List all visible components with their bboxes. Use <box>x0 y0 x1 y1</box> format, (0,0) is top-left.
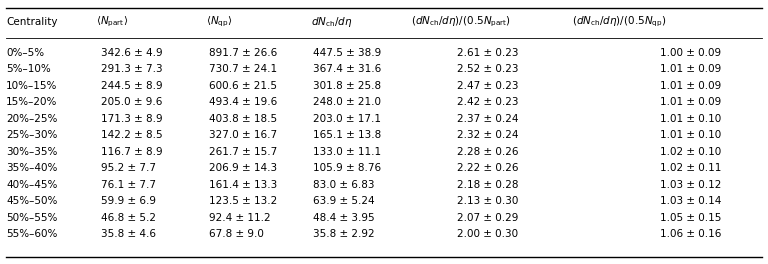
Text: 493.4 ± 19.6: 493.4 ± 19.6 <box>209 97 277 107</box>
Text: 205.0 ± 9.6: 205.0 ± 9.6 <box>101 97 163 107</box>
Text: 730.7 ± 24.1: 730.7 ± 24.1 <box>209 64 277 74</box>
Text: 1.02 ± 0.10: 1.02 ± 0.10 <box>660 147 722 157</box>
Text: 1.02 ± 0.11: 1.02 ± 0.11 <box>660 163 722 173</box>
Text: 63.9 ± 5.24: 63.9 ± 5.24 <box>313 196 375 206</box>
Text: 1.01 ± 0.10: 1.01 ± 0.10 <box>660 114 722 124</box>
Text: 2.18 ± 0.28: 2.18 ± 0.28 <box>457 180 518 190</box>
Text: 2.47 ± 0.23: 2.47 ± 0.23 <box>457 81 518 91</box>
Text: 342.6 ± 4.9: 342.6 ± 4.9 <box>101 48 163 58</box>
Text: 1.01 ± 0.10: 1.01 ± 0.10 <box>660 130 722 140</box>
Text: 48.4 ± 3.95: 48.4 ± 3.95 <box>313 213 375 223</box>
Text: 891.7 ± 26.6: 891.7 ± 26.6 <box>209 48 277 58</box>
Text: 40%–45%: 40%–45% <box>6 180 58 190</box>
Text: 35.8 ± 2.92: 35.8 ± 2.92 <box>313 229 375 239</box>
Text: 50%–55%: 50%–55% <box>6 213 58 223</box>
Text: 1.06 ± 0.16: 1.06 ± 0.16 <box>660 229 722 239</box>
Text: 244.5 ± 8.9: 244.5 ± 8.9 <box>101 81 163 91</box>
Text: 83.0 ± 6.83: 83.0 ± 6.83 <box>313 180 375 190</box>
Text: 165.1 ± 13.8: 165.1 ± 13.8 <box>313 130 382 140</box>
Text: 203.0 ± 17.1: 203.0 ± 17.1 <box>313 114 382 124</box>
Text: 2.00 ± 0.30: 2.00 ± 0.30 <box>457 229 518 239</box>
Text: 45%–50%: 45%–50% <box>6 196 58 206</box>
Text: 600.6 ± 21.5: 600.6 ± 21.5 <box>209 81 277 91</box>
Text: 367.4 ± 31.6: 367.4 ± 31.6 <box>313 64 382 74</box>
Text: 15%–20%: 15%–20% <box>6 97 58 107</box>
Text: 1.00 ± 0.09: 1.00 ± 0.09 <box>660 48 722 58</box>
Text: 55%–60%: 55%–60% <box>6 229 58 239</box>
Text: 92.4 ± 11.2: 92.4 ± 11.2 <box>209 213 270 223</box>
Text: 206.9 ± 14.3: 206.9 ± 14.3 <box>209 163 277 173</box>
Text: $(dN_{\mathrm{ch}}/d\eta)/(0.5N_{\mathrm{qp}})$: $(dN_{\mathrm{ch}}/d\eta)/(0.5N_{\mathrm… <box>572 15 667 29</box>
Text: $(dN_{\mathrm{ch}}/d\eta)/(0.5N_{\mathrm{part}})$: $(dN_{\mathrm{ch}}/d\eta)/(0.5N_{\mathrm… <box>411 15 511 29</box>
Text: 35.8 ± 4.6: 35.8 ± 4.6 <box>101 229 157 239</box>
Text: 2.22 ± 0.26: 2.22 ± 0.26 <box>457 163 518 173</box>
Text: 327.0 ± 16.7: 327.0 ± 16.7 <box>209 130 277 140</box>
Text: 1.05 ± 0.15: 1.05 ± 0.15 <box>660 213 722 223</box>
Text: 261.7 ± 15.7: 261.7 ± 15.7 <box>209 147 277 157</box>
Text: 133.0 ± 11.1: 133.0 ± 11.1 <box>313 147 382 157</box>
Text: 403.8 ± 18.5: 403.8 ± 18.5 <box>209 114 277 124</box>
Text: 1.01 ± 0.09: 1.01 ± 0.09 <box>660 81 722 91</box>
Text: 10%–15%: 10%–15% <box>6 81 58 91</box>
Text: 95.2 ± 7.7: 95.2 ± 7.7 <box>101 163 157 173</box>
Text: $\langle N_{\mathrm{part}} \rangle$: $\langle N_{\mathrm{part}} \rangle$ <box>96 15 128 29</box>
Text: 35%–40%: 35%–40% <box>6 163 58 173</box>
Text: 2.42 ± 0.23: 2.42 ± 0.23 <box>457 97 518 107</box>
Text: Centrality: Centrality <box>6 17 58 27</box>
Text: 30%–35%: 30%–35% <box>6 147 58 157</box>
Text: 2.13 ± 0.30: 2.13 ± 0.30 <box>457 196 518 206</box>
Text: 25%–30%: 25%–30% <box>6 130 58 140</box>
Text: 0%–5%: 0%–5% <box>6 48 45 58</box>
Text: 2.32 ± 0.24: 2.32 ± 0.24 <box>457 130 518 140</box>
Text: 105.9 ± 8.76: 105.9 ± 8.76 <box>313 163 382 173</box>
Text: 447.5 ± 38.9: 447.5 ± 38.9 <box>313 48 382 58</box>
Text: $dN_{\mathrm{ch}}/d\eta$: $dN_{\mathrm{ch}}/d\eta$ <box>311 15 353 29</box>
Text: 2.28 ± 0.26: 2.28 ± 0.26 <box>457 147 518 157</box>
Text: 116.7 ± 8.9: 116.7 ± 8.9 <box>101 147 163 157</box>
Text: 2.37 ± 0.24: 2.37 ± 0.24 <box>457 114 518 124</box>
Text: 2.52 ± 0.23: 2.52 ± 0.23 <box>457 64 518 74</box>
Text: 46.8 ± 5.2: 46.8 ± 5.2 <box>101 213 157 223</box>
Text: 248.0 ± 21.0: 248.0 ± 21.0 <box>313 97 382 107</box>
Text: 1.03 ± 0.14: 1.03 ± 0.14 <box>660 196 722 206</box>
Text: 161.4 ± 13.3: 161.4 ± 13.3 <box>209 180 277 190</box>
Text: 59.9 ± 6.9: 59.9 ± 6.9 <box>101 196 157 206</box>
Text: $\langle N_{\mathrm{qp}} \rangle$: $\langle N_{\mathrm{qp}} \rangle$ <box>206 15 232 29</box>
Text: 5%–10%: 5%–10% <box>6 64 51 74</box>
Text: 2.07 ± 0.29: 2.07 ± 0.29 <box>457 213 518 223</box>
Text: 171.3 ± 8.9: 171.3 ± 8.9 <box>101 114 163 124</box>
Text: 76.1 ± 7.7: 76.1 ± 7.7 <box>101 180 157 190</box>
Text: 1.01 ± 0.09: 1.01 ± 0.09 <box>660 97 722 107</box>
Text: 1.01 ± 0.09: 1.01 ± 0.09 <box>660 64 722 74</box>
Text: 291.3 ± 7.3: 291.3 ± 7.3 <box>101 64 163 74</box>
Text: 123.5 ± 13.2: 123.5 ± 13.2 <box>209 196 277 206</box>
Text: 2.61 ± 0.23: 2.61 ± 0.23 <box>457 48 518 58</box>
Text: 142.2 ± 8.5: 142.2 ± 8.5 <box>101 130 163 140</box>
Text: 301.8 ± 25.8: 301.8 ± 25.8 <box>313 81 382 91</box>
Text: 1.03 ± 0.12: 1.03 ± 0.12 <box>660 180 722 190</box>
Text: 20%–25%: 20%–25% <box>6 114 58 124</box>
Text: 67.8 ± 9.0: 67.8 ± 9.0 <box>209 229 263 239</box>
